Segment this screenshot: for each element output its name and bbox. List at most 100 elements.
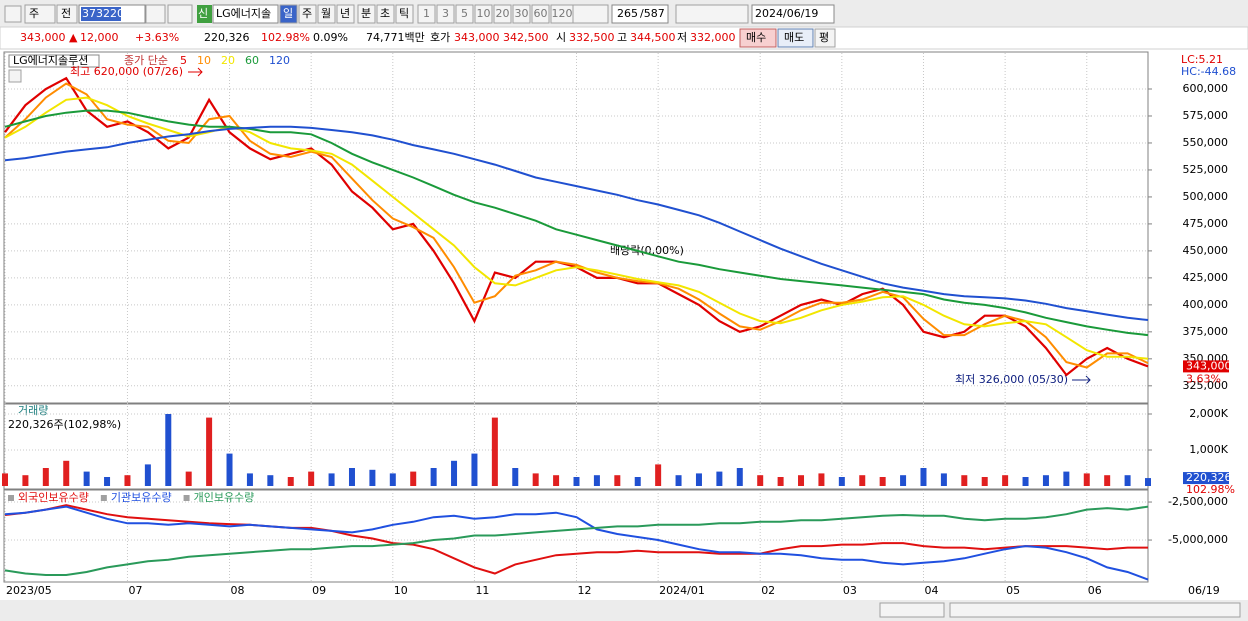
y-tick-label: 400,000 bbox=[1183, 298, 1229, 311]
menu-icon[interactable] bbox=[4, 5, 22, 23]
volume-bar bbox=[961, 475, 968, 486]
date-field[interactable] bbox=[751, 4, 835, 24]
interval-button[interactable] bbox=[436, 4, 455, 24]
value-label-box bbox=[1183, 472, 1229, 485]
name-field bbox=[212, 4, 279, 24]
interval-button[interactable] bbox=[512, 4, 531, 24]
volume-bar bbox=[573, 477, 580, 486]
new-tag bbox=[197, 5, 212, 23]
volume-bar bbox=[920, 468, 927, 486]
x-tick-label: 2024/01 bbox=[659, 584, 705, 597]
period-button[interactable] bbox=[357, 4, 376, 24]
lc-label: LC:5.21 bbox=[1181, 53, 1223, 66]
series-line bbox=[4, 96, 1149, 360]
zoom-tools[interactable] bbox=[949, 602, 1241, 618]
volume-subtitle: 220,326주(102,98%) bbox=[8, 418, 121, 431]
volume-bar bbox=[736, 468, 743, 486]
info-change: 12,000 bbox=[80, 31, 119, 44]
price-title: LG에너지솔루션 bbox=[13, 54, 88, 67]
volume-bar bbox=[185, 471, 192, 486]
period-text: 분 bbox=[361, 7, 371, 20]
sound-button[interactable] bbox=[167, 4, 193, 24]
search-button[interactable] bbox=[145, 4, 166, 24]
sell-button[interactable] bbox=[777, 28, 814, 48]
period-select-text: 주 bbox=[29, 7, 39, 20]
avg-button[interactable] bbox=[814, 28, 836, 48]
playback-buttons[interactable] bbox=[879, 602, 945, 618]
y-tick-label: 525,000 bbox=[1183, 163, 1229, 176]
interval-button[interactable] bbox=[417, 4, 436, 24]
interval-text: 20 bbox=[496, 7, 510, 20]
y-tick-label: 600,000 bbox=[1183, 82, 1229, 95]
info-volume-ratio: 102.98% bbox=[261, 31, 310, 44]
volume-bar bbox=[451, 460, 458, 486]
period-button[interactable] bbox=[298, 4, 317, 24]
volume-bar bbox=[879, 477, 886, 486]
legend-swatch bbox=[100, 495, 107, 501]
y-tick-label: 500,000 bbox=[1183, 190, 1229, 203]
period-button[interactable] bbox=[336, 4, 355, 24]
x-tick-label: 11 bbox=[475, 584, 489, 597]
series-line bbox=[4, 109, 1149, 337]
y-tick-label: -2,500,000 bbox=[1168, 495, 1228, 508]
period-button[interactable] bbox=[317, 4, 336, 24]
period-button[interactable] bbox=[395, 4, 414, 24]
volume-bar bbox=[981, 477, 988, 486]
high-annotation: 최고 620,000 (07/26) bbox=[70, 65, 183, 78]
volume-bar bbox=[389, 473, 396, 486]
info-rate: +3.63% bbox=[135, 31, 179, 44]
series-line bbox=[4, 505, 1149, 576]
period-button[interactable] bbox=[376, 4, 395, 24]
y-tick-label: 1,000K bbox=[1189, 443, 1228, 456]
volume-bar bbox=[716, 471, 723, 486]
tool-icons[interactable] bbox=[675, 4, 749, 24]
series-line bbox=[4, 505, 1149, 581]
interval-select[interactable] bbox=[571, 4, 609, 24]
volume-bar bbox=[104, 477, 111, 486]
series-line bbox=[4, 125, 1149, 321]
table-icon[interactable] bbox=[8, 69, 22, 83]
code-selection bbox=[81, 7, 121, 21]
volume-bar bbox=[42, 468, 49, 486]
volume-bar bbox=[655, 464, 662, 486]
volume-bar bbox=[491, 417, 498, 486]
volume-bar bbox=[63, 460, 70, 486]
last-rate-label: 3.63% bbox=[1186, 372, 1221, 385]
volume-bar bbox=[22, 475, 29, 486]
info-volume: 220,326 bbox=[204, 31, 250, 44]
volume-bar bbox=[695, 473, 702, 486]
period-text: 틱 bbox=[399, 7, 409, 20]
period-button[interactable] bbox=[279, 4, 298, 24]
period-text: 초 bbox=[380, 7, 390, 20]
volume-bar bbox=[267, 475, 274, 486]
info-bar bbox=[0, 26, 1248, 50]
interval-button[interactable] bbox=[493, 4, 512, 24]
interval-button[interactable] bbox=[531, 4, 550, 24]
interval-text: 3 bbox=[442, 7, 449, 20]
interval-text: 60 bbox=[534, 7, 548, 20]
info-price: 343,000 ▲ bbox=[20, 31, 78, 44]
total-text: /587 bbox=[640, 7, 665, 20]
interval-text: 10 bbox=[477, 7, 491, 20]
interval-button[interactable] bbox=[455, 4, 474, 24]
volume-bar bbox=[471, 453, 478, 486]
volume-bar bbox=[1145, 478, 1151, 486]
volume-bar bbox=[634, 477, 641, 486]
count-field[interactable] bbox=[611, 4, 669, 24]
interval-button[interactable] bbox=[550, 4, 574, 24]
volume-bar bbox=[940, 473, 947, 486]
legend-entry: 개인보유수량 bbox=[194, 491, 255, 504]
volume-bar bbox=[512, 468, 519, 486]
series-line bbox=[4, 504, 1148, 575]
x-end-label: 06/19 bbox=[1188, 584, 1220, 597]
interval-button[interactable] bbox=[474, 4, 493, 24]
interval-text: 1 bbox=[423, 7, 430, 20]
buy-button[interactable] bbox=[739, 28, 777, 48]
interval-text: 120 bbox=[552, 7, 573, 20]
period-select[interactable] bbox=[24, 4, 56, 24]
prev-button[interactable] bbox=[56, 4, 78, 24]
sell-text: 매도 bbox=[784, 31, 804, 44]
volume-bar bbox=[1042, 475, 1049, 486]
info-low-label: 저 bbox=[677, 31, 687, 44]
